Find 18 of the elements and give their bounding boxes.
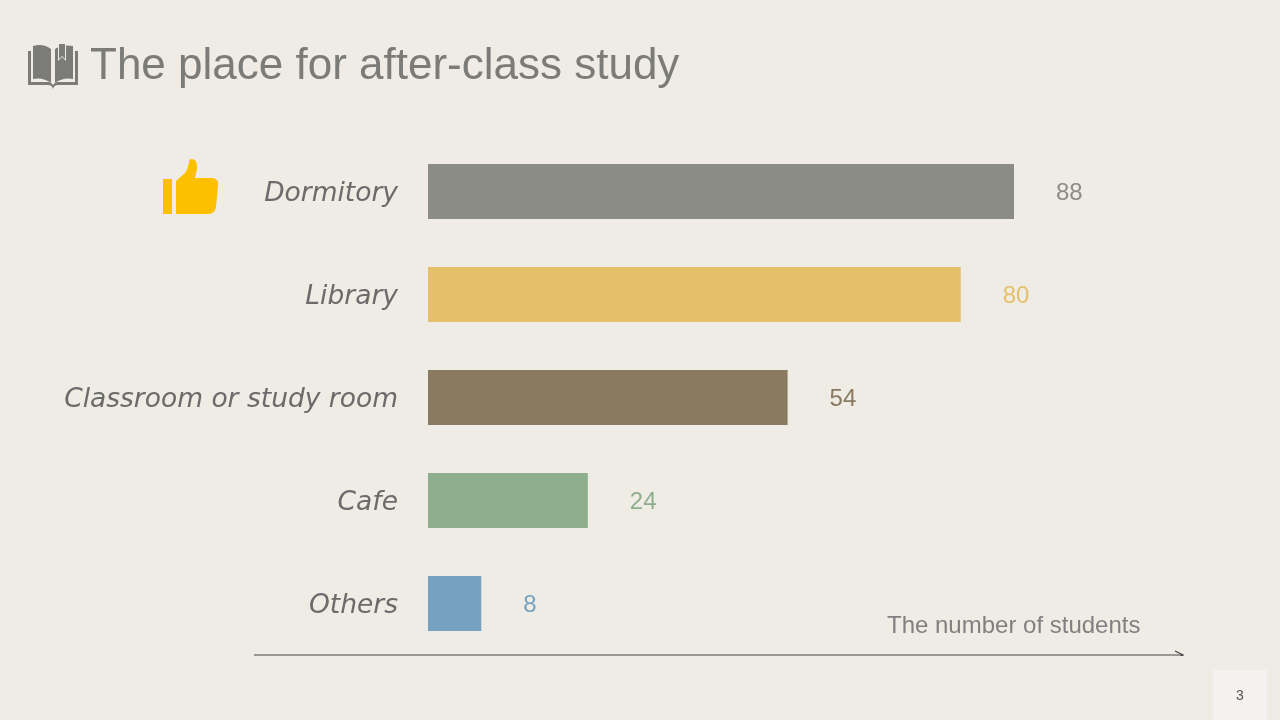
- bar: [428, 267, 961, 322]
- y-tick-label: Cafe: [337, 484, 398, 516]
- bar: [428, 576, 482, 631]
- y-tick-label: Dormitory: [264, 175, 399, 207]
- chart-title: The place for after-class study: [90, 38, 680, 90]
- bar: [428, 164, 1014, 219]
- data-label: 24: [629, 486, 657, 514]
- y-tick-label: Library: [305, 278, 399, 310]
- y-tick-label: Classroom or study room: [64, 381, 398, 413]
- y-tick-label: Others: [308, 587, 399, 619]
- data-label: 54: [829, 383, 857, 411]
- data-label: 80: [1002, 280, 1030, 308]
- data-label: 88: [1056, 177, 1083, 205]
- page-number-box: 3: [1213, 670, 1267, 720]
- x-axis-title: The number of students: [887, 611, 1141, 639]
- bar: [428, 370, 788, 425]
- bar: [428, 473, 588, 528]
- data-label: 8: [523, 589, 537, 617]
